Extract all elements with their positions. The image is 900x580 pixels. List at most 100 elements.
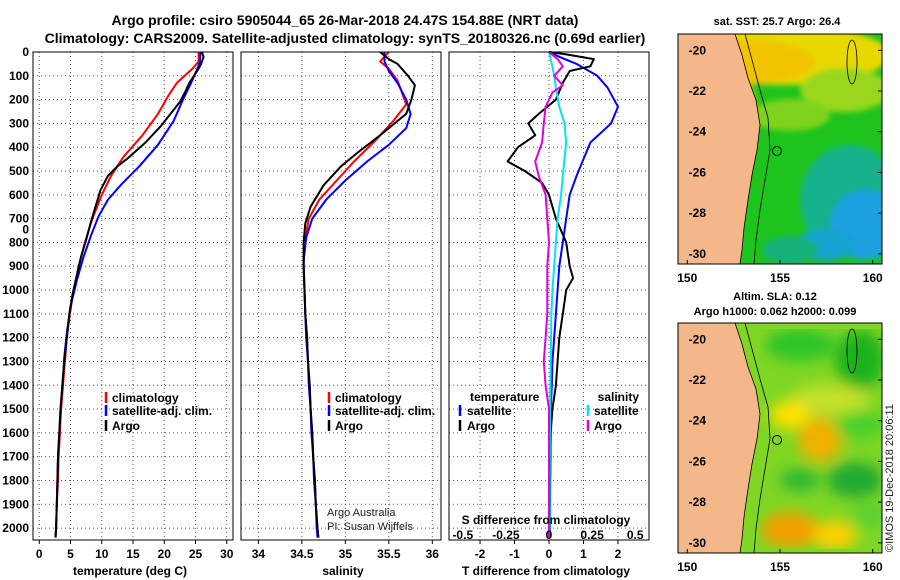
temperature-xtick-label: 0 [36,547,43,561]
pressure-tick-label: 900 [9,259,29,273]
sst-map-panel: sat. SST: 25.7 Argo: 26.4 150 155 160 -20 -2… [677,16,883,285]
pressure-tick-label: 2000 [2,521,29,535]
difference-legend-t-satellite: satellite [467,404,512,418]
map-ytick-label: -30 [689,536,707,550]
temperature-line-argo [54,51,205,538]
salinity-xtick-label: 36 [426,547,440,561]
sla-profile-marker [772,435,782,445]
sla-map-subtitle: Argo h1000: 0.062 h2000: 0.099 [694,306,857,318]
map-ytick-label: -24 [689,125,707,139]
pressure-tick-label: 700 [9,212,29,226]
pressure-tick-label: 1900 [2,497,29,511]
temperature-grid [33,51,233,540]
sla-color-blobs [760,329,882,549]
salinity-legend-satellite: satellite-adj. clim. [335,404,435,418]
temperature-xtick-label: 15 [126,547,140,561]
t-difference-axis-label: T difference from climatology [462,564,630,578]
temperature-legend-argo: Argo [112,419,140,433]
difference-line-salinity-argo [534,51,564,538]
salinity-grid [241,51,441,540]
temperature-panel: 0100200300400500600700080090010001100120… [2,45,233,578]
temperature-series [54,51,205,538]
difference-legend-t-argo: Argo [467,419,495,433]
map-ytick-label: -20 [689,332,707,346]
salinity-axis: 34 34.5 35 35.5 36 [252,540,440,561]
sla-reef [846,328,858,374]
map-xtick-label: 150 [677,560,697,574]
pressure-axis: 0100200300400500600700080090010001100120… [2,45,29,535]
difference-xtick-label: -2 [475,547,486,561]
map-ytick-label: -26 [689,165,707,179]
pressure-tick-label: 1200 [2,331,29,345]
difference-top-tick-label: 0.5 [627,528,644,542]
salinity-legend-argo: Argo [335,419,363,433]
difference-xtick-label: 1 [580,547,587,561]
difference-top-tick-label: 0 [546,528,553,542]
salinity-panel: 34 34.5 35 35.5 36 salinity climatologysatel… [240,51,442,578]
temperature-legend-satellite: satellite-adj. clim. [112,404,212,418]
salinity-xtick-label: 34.5 [290,547,314,561]
sla-map-title: Altim. SLA: 0.12 [733,291,817,303]
salinity-xtick-label: 35 [339,547,353,561]
credit-line-2: PI: Susan Wijffels [327,521,413,533]
pressure-tick-label: 500 [9,164,29,178]
temperature-xtick-label: 30 [220,547,234,561]
sst-reef [846,39,858,85]
sst-land [678,34,761,264]
salinity-series [302,51,416,538]
difference-top-tick-label: -0.5 [452,528,473,542]
salinity-xtick-label: 35.5 [377,547,401,561]
map-ytick-label: -28 [689,495,707,509]
map-xtick-label: 160 [863,560,883,574]
salinity-line-satellite-adj-clim- [302,52,412,538]
difference-series [506,51,619,538]
pressure-tick-label: 1300 [2,354,29,368]
salinity-legend-climatology: climatology [335,391,402,405]
pressure-tick-label: 1400 [2,378,29,392]
map-xtick-label: 155 [770,560,790,574]
difference-legend-header-temperature: temperature [470,390,540,404]
difference-panel: -2 -1 0 1 2 -0.5 -0.25 0 0.25 0.5 T difference f… [448,51,650,578]
figure-title-line1: Argo profile: csiro 5905044_65 26-Mar-20… [112,12,579,28]
salinity-xtick-label: 34 [252,547,266,561]
difference-xtick-label: 2 [615,547,622,561]
difference-line-temperature-satellite [548,51,619,538]
sla-map-panel: Altim. SLA: 0.12 Argo h1000: 0.062 h2000… [677,291,883,574]
temperature-xtick-label: 20 [158,547,172,561]
sla-shelf-contour [744,323,771,553]
sst-map-title: sat. SST: 25.7 Argo: 26.4 [714,16,842,28]
difference-xtick-label: 0 [546,547,553,561]
pressure-tick-label: 800 [9,235,29,249]
temperature-xtick-label: 25 [189,547,203,561]
pressure-tick-label: 1700 [2,450,29,464]
credit-line-1: Argo Australia [327,507,396,519]
figure-title-line2: Climatology: CARS2009. Satellite-adjuste… [45,30,646,46]
difference-legend-header-salinity: salinity [598,390,640,404]
difference-top-tick-label: -0.25 [492,528,520,542]
pressure-tick-label: 400 [9,140,29,154]
difference-line-temperature-argo [506,51,595,538]
s-difference-axis-label: S difference from climatology [462,513,631,527]
pressure-tick-label: 200 [9,93,29,107]
pressure-tick-label: 0 [22,45,29,59]
difference-legend-s-satellite: satellite [594,404,639,418]
difference-legend-s-argo: Argo [594,419,622,433]
pressure-tick-label: 0 [22,222,29,236]
temperature-xtick-label: 10 [95,547,109,561]
salinity-axis-label: salinity [322,564,364,578]
map-xtick-label: 150 [677,271,697,285]
imos-stamp: ©IMOS 19-Dec-2018 20:06:11 [884,404,896,552]
map-xtick-label: 160 [863,271,883,285]
temperature-legend-climatology: climatology [112,391,179,405]
sla-map-field [678,323,882,553]
temperature-xtick-label: 5 [67,547,74,561]
salinity-frame [240,51,442,541]
difference-line-salinity-satellite [548,51,568,538]
map-xtick-label: 155 [770,271,790,285]
sst-map-field [678,34,882,264]
pressure-tick-label: 1000 [2,283,29,297]
map-ytick-label: -20 [689,43,707,57]
